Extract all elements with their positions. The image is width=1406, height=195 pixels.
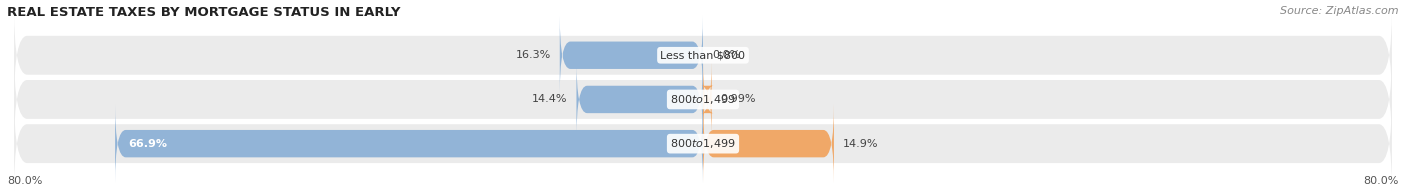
FancyBboxPatch shape (115, 104, 703, 183)
Text: 66.9%: 66.9% (128, 139, 167, 149)
FancyBboxPatch shape (14, 53, 1392, 146)
FancyBboxPatch shape (14, 8, 1392, 102)
Text: 0.0%: 0.0% (711, 50, 740, 60)
FancyBboxPatch shape (14, 97, 1392, 191)
Text: 16.3%: 16.3% (516, 50, 551, 60)
Text: Source: ZipAtlas.com: Source: ZipAtlas.com (1281, 6, 1399, 16)
Text: 0.99%: 0.99% (720, 94, 756, 105)
FancyBboxPatch shape (576, 60, 703, 139)
Text: $800 to $1,499: $800 to $1,499 (671, 93, 735, 106)
FancyBboxPatch shape (702, 60, 713, 139)
Text: $800 to $1,499: $800 to $1,499 (671, 137, 735, 150)
Text: 80.0%: 80.0% (7, 176, 42, 186)
Text: 80.0%: 80.0% (1364, 176, 1399, 186)
Text: 14.9%: 14.9% (842, 139, 879, 149)
Text: REAL ESTATE TAXES BY MORTGAGE STATUS IN EARLY: REAL ESTATE TAXES BY MORTGAGE STATUS IN … (7, 6, 401, 19)
FancyBboxPatch shape (560, 16, 703, 95)
Text: 14.4%: 14.4% (533, 94, 568, 105)
FancyBboxPatch shape (703, 104, 834, 183)
Text: Less than $800: Less than $800 (661, 50, 745, 60)
